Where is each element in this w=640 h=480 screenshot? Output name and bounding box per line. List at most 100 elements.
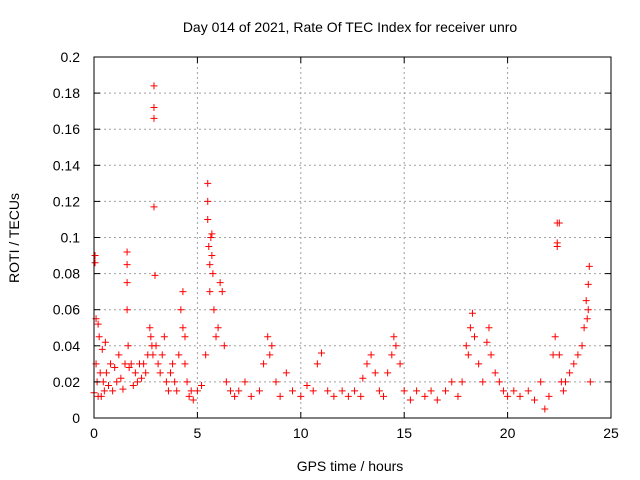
data-point xyxy=(94,320,102,328)
data-point xyxy=(400,387,408,395)
data-points xyxy=(90,82,594,413)
data-point xyxy=(206,288,214,296)
data-point xyxy=(150,203,158,211)
data-point xyxy=(566,369,574,377)
x-tick-label: 5 xyxy=(194,425,202,441)
data-point xyxy=(406,396,414,404)
y-tick-label: 0.04 xyxy=(53,338,80,354)
data-point xyxy=(413,387,421,395)
data-point xyxy=(388,351,396,359)
data-point xyxy=(181,333,189,341)
data-point xyxy=(96,369,104,377)
data-point xyxy=(338,387,346,395)
data-point xyxy=(584,306,592,314)
data-point xyxy=(553,243,561,251)
data-point xyxy=(175,351,183,359)
y-tick-label: 0.16 xyxy=(53,121,80,137)
data-point xyxy=(562,378,570,386)
data-point xyxy=(162,378,170,386)
data-point xyxy=(264,333,272,341)
data-point xyxy=(247,392,255,400)
data-point xyxy=(491,369,499,377)
data-point xyxy=(454,392,462,400)
data-point xyxy=(119,385,127,393)
data-point xyxy=(91,259,99,267)
data-point xyxy=(537,378,545,386)
data-point xyxy=(580,324,588,332)
data-point xyxy=(123,261,131,269)
data-point xyxy=(98,345,106,353)
data-point xyxy=(268,342,276,350)
data-point xyxy=(212,333,220,341)
data-point xyxy=(231,392,239,400)
data-point xyxy=(185,392,193,400)
data-point xyxy=(164,387,172,395)
data-point xyxy=(458,378,466,386)
data-point xyxy=(462,342,470,350)
data-point xyxy=(156,369,164,377)
data-point xyxy=(367,351,375,359)
data-point xyxy=(124,342,132,350)
data-point xyxy=(131,369,139,377)
data-point xyxy=(516,392,524,400)
data-point xyxy=(107,360,115,368)
data-point xyxy=(317,349,325,357)
data-point xyxy=(583,315,591,323)
data-point xyxy=(555,351,563,359)
x-tick-label: 25 xyxy=(603,425,619,441)
data-point xyxy=(510,387,518,395)
x-tick-label: 0 xyxy=(90,425,98,441)
data-point xyxy=(181,360,189,368)
data-point xyxy=(202,351,210,359)
data-point xyxy=(216,279,224,287)
data-point xyxy=(149,351,157,359)
data-point xyxy=(235,387,243,395)
data-point xyxy=(220,342,228,350)
data-point xyxy=(169,360,177,368)
data-point xyxy=(209,270,217,278)
data-point xyxy=(117,374,125,382)
data-point xyxy=(468,309,476,317)
data-point xyxy=(427,387,435,395)
y-tick-label: 0.02 xyxy=(53,374,80,390)
data-point xyxy=(375,387,383,395)
data-point xyxy=(559,387,567,395)
data-point xyxy=(241,378,249,386)
data-point xyxy=(524,387,532,395)
data-point xyxy=(207,234,215,241)
data-point xyxy=(101,338,109,346)
x-tick-label: 15 xyxy=(396,425,412,441)
y-tick-label: 0.08 xyxy=(53,266,80,282)
data-point xyxy=(123,306,131,314)
data-point xyxy=(555,219,563,227)
y-tick-label: 0.1 xyxy=(61,230,81,246)
data-point xyxy=(173,387,181,395)
data-point xyxy=(150,104,158,112)
data-point xyxy=(140,360,148,368)
data-point xyxy=(198,382,206,390)
data-point xyxy=(177,306,185,314)
data-point xyxy=(171,378,179,386)
data-point xyxy=(146,324,154,332)
data-point xyxy=(255,387,263,395)
data-point xyxy=(570,360,578,368)
data-point xyxy=(266,351,274,359)
data-point xyxy=(309,387,317,395)
data-point xyxy=(127,360,135,368)
data-point xyxy=(115,351,123,359)
data-point xyxy=(272,378,280,386)
data-point xyxy=(95,333,103,341)
data-point xyxy=(487,351,495,359)
data-point xyxy=(158,351,166,359)
data-point xyxy=(485,324,493,332)
data-point xyxy=(313,360,321,368)
data-point xyxy=(504,392,512,400)
data-point xyxy=(574,351,582,359)
data-point xyxy=(150,82,158,90)
data-point xyxy=(154,360,162,368)
data-point xyxy=(585,262,593,270)
data-point xyxy=(210,306,218,314)
data-point xyxy=(282,369,290,377)
data-point xyxy=(179,324,187,332)
data-point xyxy=(541,405,549,413)
